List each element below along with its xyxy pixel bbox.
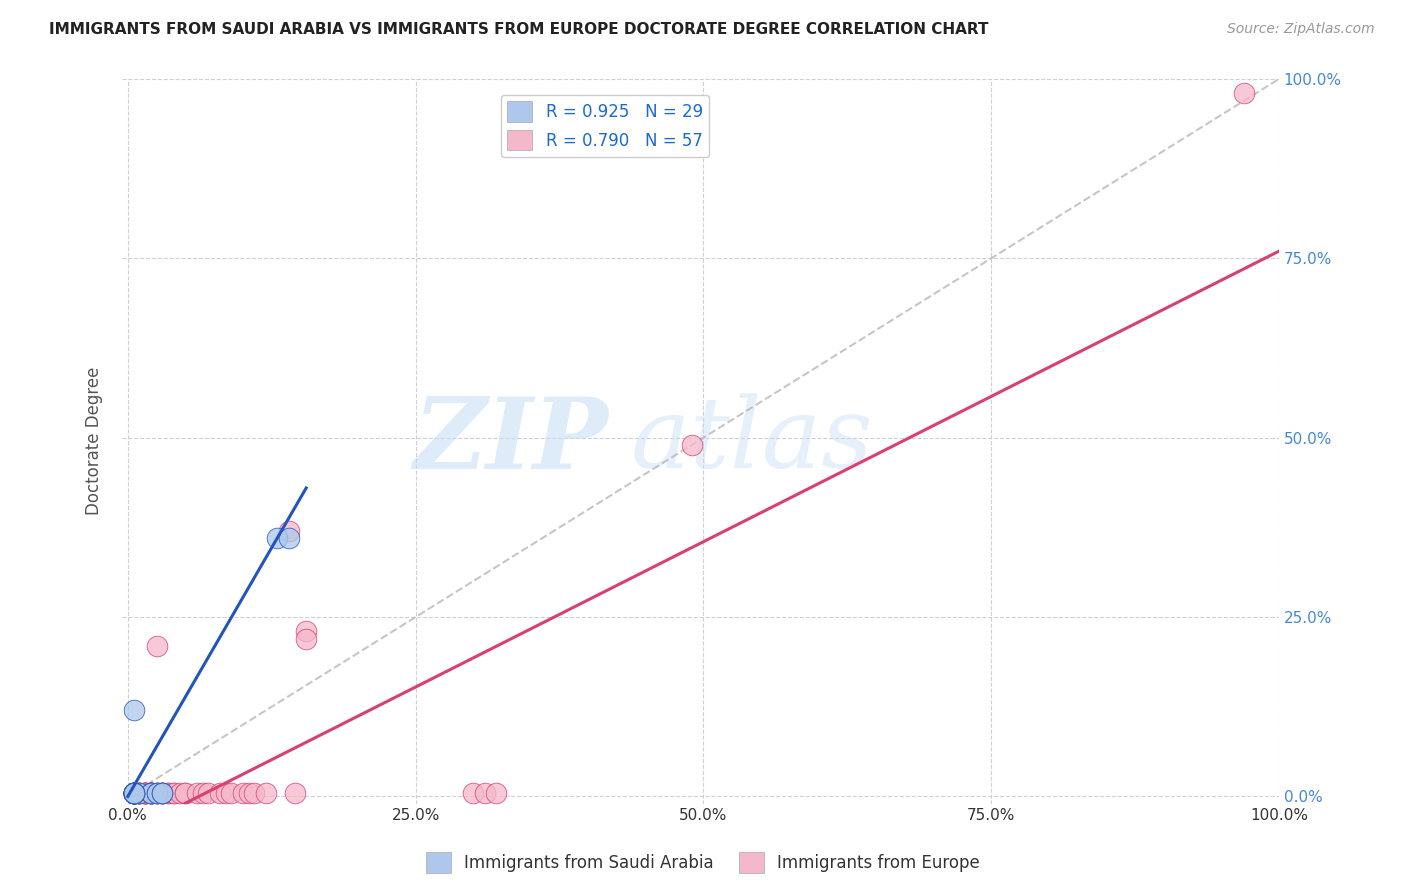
Point [122,786,145,800]
Point [139,786,162,800]
Text: Source: ZipAtlas.com: Source: ZipAtlas.com [1227,22,1375,37]
Point [128,786,150,800]
Point [463,786,485,800]
Point [278,524,301,538]
Point [681,438,703,452]
Point [145,639,167,653]
Point [150,786,173,800]
Point [122,786,145,800]
Point [134,786,156,800]
Point [122,786,145,800]
Point [150,786,173,800]
Point [122,786,145,800]
Point [122,786,145,800]
Point [122,786,145,800]
Point [214,786,236,800]
Point [134,786,156,800]
Point [128,786,150,800]
Point [122,786,145,800]
Point [122,786,145,800]
Point [134,786,156,800]
Point [150,786,173,800]
Point [145,786,167,800]
Text: atlas: atlas [631,393,873,489]
Point [191,786,214,800]
Point [122,786,145,800]
Point [139,786,162,800]
Point [122,786,145,800]
Point [145,786,167,800]
Point [266,531,288,545]
Point [1233,87,1256,101]
Point [139,786,162,800]
Point [139,786,162,800]
Point [157,786,180,800]
Text: IMMIGRANTS FROM SAUDI ARABIA VS IMMIGRANTS FROM EUROPE DOCTORATE DEGREE CORRELAT: IMMIGRANTS FROM SAUDI ARABIA VS IMMIGRAN… [49,22,988,37]
Point [134,786,156,800]
Legend: R = 0.925   N = 29, R = 0.790   N = 57: R = 0.925 N = 29, R = 0.790 N = 57 [501,95,710,157]
Point [122,703,145,717]
Point [134,786,156,800]
Point [284,786,307,800]
Point [169,786,191,800]
Point [122,786,145,800]
Point [139,786,162,800]
Point [122,786,145,800]
Point [150,786,173,800]
Point [139,786,162,800]
Point [145,786,167,800]
Point [134,786,156,800]
Point [238,786,260,800]
Point [295,624,318,639]
Point [145,786,167,800]
Point [139,786,162,800]
Point [208,786,231,800]
Point [254,786,277,800]
Point [122,786,145,800]
Point [295,632,318,646]
Point [139,786,162,800]
Point [186,786,208,800]
Point [163,786,186,800]
Point [122,786,145,800]
Point [128,786,150,800]
Point [474,786,496,800]
Point [122,786,145,800]
Y-axis label: Doctorate Degree: Doctorate Degree [86,368,103,516]
Point [278,531,301,545]
Text: ZIP: ZIP [413,393,607,490]
Point [157,786,180,800]
Point [134,786,156,800]
Point [197,786,219,800]
Point [122,786,145,800]
Point [122,786,145,800]
Point [221,786,243,800]
Point [174,786,197,800]
Legend: Immigrants from Saudi Arabia, Immigrants from Europe: Immigrants from Saudi Arabia, Immigrants… [419,846,987,880]
Point [122,786,145,800]
Point [128,786,150,800]
Point [139,786,162,800]
Point [163,786,186,800]
Point [122,786,145,800]
Point [128,786,150,800]
Point [122,786,145,800]
Point [122,786,145,800]
Point [134,786,156,800]
Point [122,786,145,800]
Point [243,786,266,800]
Point [174,786,197,800]
Point [122,786,145,800]
Point [150,786,173,800]
Point [150,786,173,800]
Point [485,786,508,800]
Point [128,786,150,800]
Point [232,786,254,800]
